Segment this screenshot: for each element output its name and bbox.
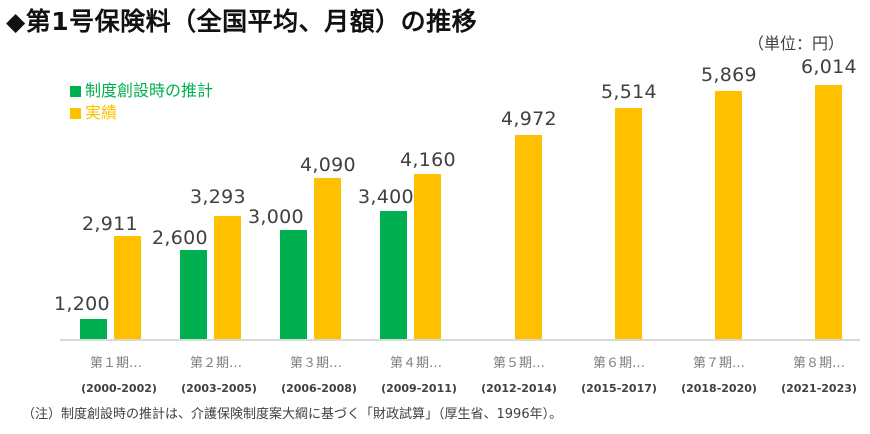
legend-item-estimate: 制度創設時の推計: [70, 80, 213, 102]
value-label-actual-7: 5,869: [701, 64, 757, 86]
bar-estimate-2: [180, 250, 207, 339]
category-label-8: 第８期…: [792, 356, 846, 371]
bar-actual-1: [114, 236, 141, 339]
category-label-3: 第３期…: [289, 356, 343, 371]
value-label-estimate-1: 1,200: [54, 293, 110, 315]
bar-estimate-4: [380, 211, 407, 339]
bar-estimate-1: [80, 319, 107, 339]
legend-label-actual: 実績: [85, 103, 118, 122]
value-label-estimate-2: 2,600: [152, 227, 208, 249]
value-label-actual-8: 6,014: [801, 56, 857, 78]
value-label-actual-3: 4,090: [300, 154, 356, 176]
legend-swatch-green-icon: [70, 85, 81, 97]
category-years-1: (2000-2002): [81, 382, 157, 395]
bar-actual-2: [214, 216, 241, 339]
bar-estimate-3: [280, 230, 307, 339]
value-label-estimate-3: 3,000: [248, 206, 304, 228]
category-label-1: 第１期…: [89, 356, 143, 371]
bar-actual-7: [715, 91, 742, 339]
category-label-5: 第５期…: [492, 356, 546, 371]
bar-actual-4: [414, 174, 441, 339]
category-years-8: (2021-2023): [781, 382, 857, 395]
footnote: （注）制度創設時の推計は、介護保険制度案大綱に基づく「財政試算」（厚生省、199…: [22, 407, 563, 422]
category-years-5: (2012-2014): [481, 382, 557, 395]
category-years-7: (2018-2020): [681, 382, 757, 395]
category-years-6: (2015-2017): [581, 382, 657, 395]
category-years-2: (2003-2005): [181, 382, 257, 395]
bar-actual-6: [615, 108, 642, 339]
chart-title: ◆第1号保険料（全国平均、月額）の推移: [6, 7, 478, 36]
category-label-6: 第６期…: [592, 356, 646, 371]
legend-swatch-yellow-icon: [70, 107, 81, 119]
bar-actual-8: [815, 85, 842, 339]
category-years-3: (2006-2008): [281, 382, 357, 395]
bar-actual-3: [314, 178, 341, 339]
category-label-7: 第７期…: [692, 356, 746, 371]
legend: 制度創設時の推計 実績: [70, 80, 213, 124]
value-label-actual-5: 4,972: [501, 108, 557, 130]
category-years-4: (2009-2011): [381, 382, 457, 395]
value-label-estimate-4: 3,400: [358, 186, 414, 208]
legend-label-estimate: 制度創設時の推計: [85, 81, 214, 100]
value-label-actual-2: 3,293: [190, 186, 246, 208]
category-label-2: 第２期…: [189, 356, 243, 371]
value-label-actual-6: 5,514: [601, 81, 657, 103]
value-label-actual-1: 2,911: [82, 213, 138, 235]
unit-label: （単位：円）: [748, 34, 845, 53]
category-label-4: 第４期…: [389, 356, 443, 371]
bar-actual-5: [515, 135, 542, 339]
legend-item-actual: 実績: [70, 102, 213, 124]
value-label-actual-4: 4,160: [400, 149, 456, 171]
x-axis-line: [60, 339, 860, 341]
